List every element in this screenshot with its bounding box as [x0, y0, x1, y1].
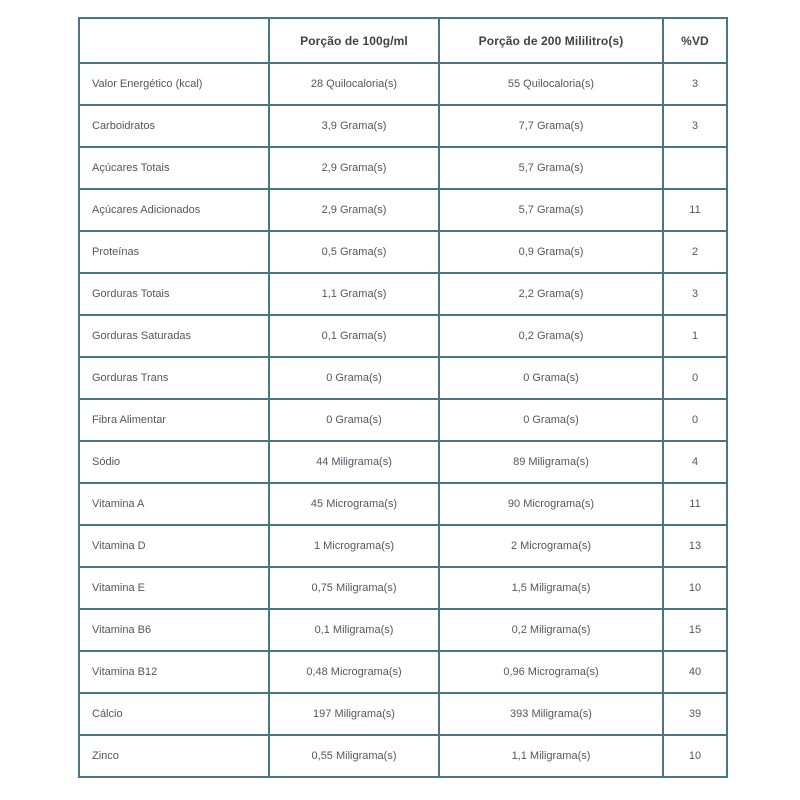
portion-200-cell: 55 Quilocaloria(s) — [438, 62, 664, 106]
portion-100-cell: 0,1 Miligrama(s) — [268, 608, 440, 652]
nutrition-table: Porção de 100g/ml Porção de 200 Mililitr… — [78, 17, 728, 778]
vd-cell: 1 — [662, 314, 728, 358]
nutrient-name-cell: Zinco — [78, 734, 270, 778]
table-row: Açúcares Adicionados 2,9 Grama(s) 5,7 Gram… — [78, 188, 728, 232]
nutrient-name-cell: Gorduras Saturadas — [78, 314, 270, 358]
vd-cell: 11 — [662, 188, 728, 232]
portion-200-cell: 2 Micrograma(s) — [438, 524, 664, 568]
portion-200-cell: 0,9 Grama(s) — [438, 230, 664, 274]
portion-200-cell: 0 Grama(s) — [438, 398, 664, 442]
table-row: Vitamina A 45 Micrograma(s) 90 Micrograma(… — [78, 482, 728, 526]
table-row: Cálcio 197 Miligrama(s) 393 Miligrama(s) 39 — [78, 692, 728, 736]
nutrient-name-cell: Vitamina E — [78, 566, 270, 610]
table-row: Açúcares Totais 2,9 Grama(s) 5,7 Grama(s) — [78, 146, 728, 190]
nutrient-name-cell: Cálcio — [78, 692, 270, 736]
portion-200-cell: 0,2 Miligrama(s) — [438, 608, 664, 652]
vd-cell: 0 — [662, 356, 728, 400]
portion-100-cell: 0 Grama(s) — [268, 398, 440, 442]
table-row: Carboidratos 3,9 Grama(s) 7,7 Grama(s) 3 — [78, 104, 728, 148]
portion-100-cell: 0,48 Micrograma(s) — [268, 650, 440, 694]
portion-200-cell: 393 Miligrama(s) — [438, 692, 664, 736]
vd-cell: 39 — [662, 692, 728, 736]
table-row: Zinco 0,55 Miligrama(s) 1,1 Miligrama(s) 10 — [78, 734, 728, 778]
nutrient-name-cell: Carboidratos — [78, 104, 270, 148]
vd-cell: 40 — [662, 650, 728, 694]
portion-100-cell: 197 Miligrama(s) — [268, 692, 440, 736]
nutrient-name-cell: Vitamina A — [78, 482, 270, 526]
nutrient-name-cell: Vitamina B12 — [78, 650, 270, 694]
portion-200-cell: 0,96 Micrograma(s) — [438, 650, 664, 694]
portion-100-cell: 2,9 Grama(s) — [268, 146, 440, 190]
nutrient-name-cell: Vitamina D — [78, 524, 270, 568]
nutrient-name-cell: Proteínas — [78, 230, 270, 274]
vd-cell: 3 — [662, 104, 728, 148]
nutrition-table-container: Porção de 100g/ml Porção de 200 Mililitr… — [78, 17, 728, 778]
portion-200-cell: 0 Grama(s) — [438, 356, 664, 400]
vd-cell — [662, 146, 728, 190]
table-row: Fibra Alimentar 0 Grama(s) 0 Grama(s) 0 — [78, 398, 728, 442]
portion-100-cell: 28 Quilocaloria(s) — [268, 62, 440, 106]
portion-100-cell: 0,55 Miligrama(s) — [268, 734, 440, 778]
nutrient-name-cell: Sódio — [78, 440, 270, 484]
nutrient-name-cell: Fibra Alimentar — [78, 398, 270, 442]
table-row: Vitamina B12 0,48 Micrograma(s) 0,96 Micro… — [78, 650, 728, 694]
nutrient-name-cell: Valor Energético (kcal) — [78, 62, 270, 106]
portion-100-cell: 2,9 Grama(s) — [268, 188, 440, 232]
nutrient-name-cell: Gorduras Trans — [78, 356, 270, 400]
portion-100-cell: 45 Micrograma(s) — [268, 482, 440, 526]
table-row: Vitamina B6 0,1 Miligrama(s) 0,2 Miligrama… — [78, 608, 728, 652]
table-header: Porção de 100g/ml Porção de 200 Mililitr… — [78, 17, 728, 64]
vd-cell: 3 — [662, 272, 728, 316]
portion-100-cell: 0,1 Grama(s) — [268, 314, 440, 358]
column-header-nutrient — [78, 17, 270, 64]
table-row: Gorduras Trans 0 Grama(s) 0 Grama(s) 0 — [78, 356, 728, 400]
portion-200-cell: 90 Micrograma(s) — [438, 482, 664, 526]
portion-100-cell: 1,1 Grama(s) — [268, 272, 440, 316]
table-row: Proteínas 0,5 Grama(s) 0,9 Grama(s) 2 — [78, 230, 728, 274]
portion-200-cell: 7,7 Grama(s) — [438, 104, 664, 148]
portion-200-cell: 2,2 Grama(s) — [438, 272, 664, 316]
vd-cell: 0 — [662, 398, 728, 442]
table-row: Vitamina E 0,75 Miligrama(s) 1,5 Miligrama… — [78, 566, 728, 610]
portion-100-cell: 0,75 Miligrama(s) — [268, 566, 440, 610]
portion-100-cell: 0 Grama(s) — [268, 356, 440, 400]
vd-cell: 10 — [662, 734, 728, 778]
portion-200-cell: 1,1 Miligrama(s) — [438, 734, 664, 778]
portion-200-cell: 5,7 Grama(s) — [438, 146, 664, 190]
portion-100-cell: 44 Miligrama(s) — [268, 440, 440, 484]
vd-cell: 4 — [662, 440, 728, 484]
table-row: Gorduras Totais 1,1 Grama(s) 2,2 Grama(s) 3 — [78, 272, 728, 316]
table-row: Valor Energético (kcal) 28 Quilocaloria(s… — [78, 62, 728, 106]
portion-100-cell: 1 Micrograma(s) — [268, 524, 440, 568]
nutrient-name-cell: Gorduras Totais — [78, 272, 270, 316]
vd-cell: 2 — [662, 230, 728, 274]
table-body: Valor Energético (kcal) 28 Quilocaloria(s… — [78, 62, 728, 778]
portion-100-cell: 0,5 Grama(s) — [268, 230, 440, 274]
table-row: Gorduras Saturadas 0,1 Grama(s) 0,2 Grama(… — [78, 314, 728, 358]
vd-cell: 11 — [662, 482, 728, 526]
nutrient-name-cell: Açúcares Totais — [78, 146, 270, 190]
vd-cell: 15 — [662, 608, 728, 652]
column-header-portion-200: Porção de 200 Mililitro(s) — [438, 17, 664, 64]
vd-cell: 10 — [662, 566, 728, 610]
portion-200-cell: 1,5 Miligrama(s) — [438, 566, 664, 610]
header-row: Porção de 100g/ml Porção de 200 Mililitr… — [78, 17, 728, 64]
column-header-portion-100: Porção de 100g/ml — [268, 17, 440, 64]
vd-cell: 3 — [662, 62, 728, 106]
portion-100-cell: 3,9 Grama(s) — [268, 104, 440, 148]
portion-200-cell: 89 Miligrama(s) — [438, 440, 664, 484]
nutrient-name-cell: Açúcares Adicionados — [78, 188, 270, 232]
portion-200-cell: 5,7 Grama(s) — [438, 188, 664, 232]
table-row: Sódio 44 Miligrama(s) 89 Miligrama(s) 4 — [78, 440, 728, 484]
vd-cell: 13 — [662, 524, 728, 568]
column-header-vd: %VD — [662, 17, 728, 64]
portion-200-cell: 0,2 Grama(s) — [438, 314, 664, 358]
nutrient-name-cell: Vitamina B6 — [78, 608, 270, 652]
